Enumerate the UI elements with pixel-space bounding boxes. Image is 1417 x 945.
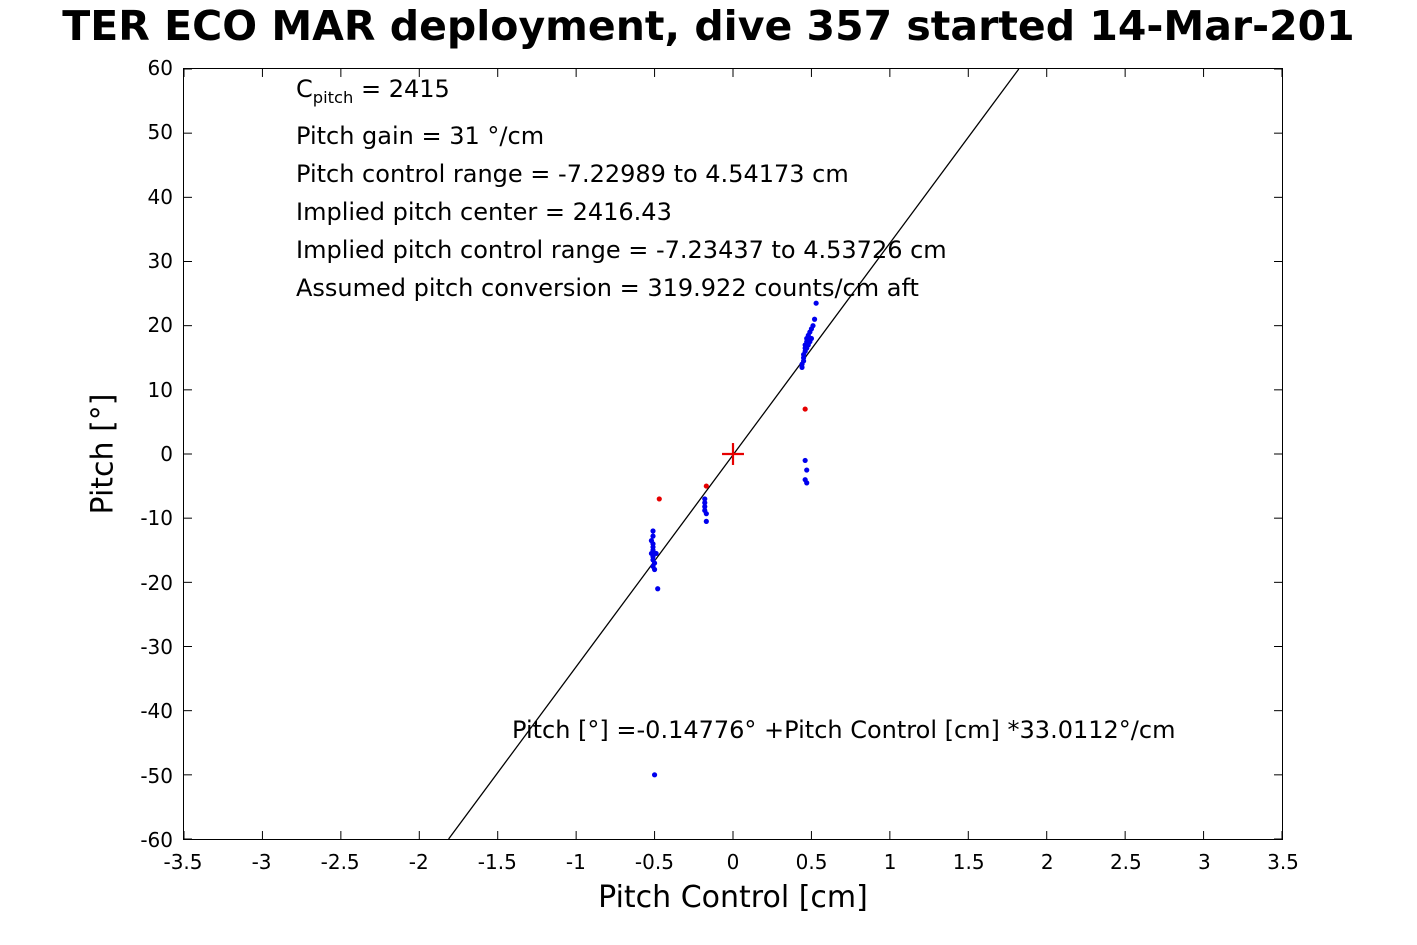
y-tick-label: -50 (140, 763, 173, 788)
y-tick-label: -10 (140, 506, 173, 531)
x-tick-label: -2 (408, 850, 429, 874)
y-tick-label: 0 (160, 442, 173, 466)
x-tick-label: 1 (883, 850, 897, 874)
x-tick-label: -1.5 (477, 850, 517, 874)
annotation-implied-pitch-center: Implied pitch center = 2416.43 (296, 197, 672, 226)
x-tick-label: 1.5 (952, 850, 985, 874)
y-axis-label: Pitch [°] (85, 393, 121, 515)
annotation-block: Cpitch = 2415 Pitch gain = 31 °/cm Pitch… (296, 70, 947, 307)
annotation-assumed-pitch-conversion: Assumed pitch conversion = 319.922 count… (296, 273, 919, 302)
y-tick-label: 10 (147, 377, 173, 402)
x-tick-label: -1 (565, 850, 586, 874)
x-tick-label: -0.5 (634, 850, 674, 874)
x-tick-label: 3.5 (1267, 850, 1299, 874)
x-tick-label: 3 (1198, 850, 1211, 874)
y-tick-label: -30 (140, 635, 173, 659)
x-tick-label: 0 (726, 850, 740, 874)
x-tick-label: -3 (251, 850, 272, 874)
y-tick-label: -60 (140, 828, 173, 852)
cpitch-base: C (296, 75, 313, 103)
x-tick-label: -3.5 (163, 850, 203, 874)
annotation-pitch-control-range: Pitch control range = -7.22989 to 4.5417… (296, 159, 849, 188)
y-tick-label: 40 (147, 184, 173, 209)
cpitch-subscript: pitch (312, 87, 354, 107)
y-tick-label: 50 (147, 120, 173, 145)
scatter-plot-canvas (184, 69, 1282, 839)
plot-title: TER ECO MAR deployment, dive 357 started… (62, 2, 1355, 50)
x-axis-label: Pitch Control [cm] (598, 880, 868, 915)
y-tick-label: -20 (140, 570, 173, 595)
y-tick-label: 60 (147, 56, 173, 80)
y-tick-label: -40 (140, 699, 173, 724)
x-tick-label: 2 (1040, 850, 1054, 874)
x-tick-label: -2.5 (320, 850, 360, 874)
y-tick-label: 30 (147, 249, 173, 273)
annotation-pitch-gain: Pitch gain = 31 °/cm (296, 121, 545, 150)
y-tick-label: 20 (147, 313, 173, 338)
annotation-cpitch: Cpitch = 2415 (296, 70, 947, 117)
cpitch-value: = 2415 (353, 75, 450, 103)
fit-equation-label: Pitch [°] =-0.14776° +Pitch Control [cm]… (512, 716, 1176, 744)
annotation-implied-pitch-control-range: Implied pitch control range = -7.23437 t… (296, 235, 947, 264)
x-tick-label: 2.5 (1109, 850, 1142, 874)
x-tick-label: 0.5 (795, 850, 828, 874)
plot-area (183, 68, 1283, 840)
